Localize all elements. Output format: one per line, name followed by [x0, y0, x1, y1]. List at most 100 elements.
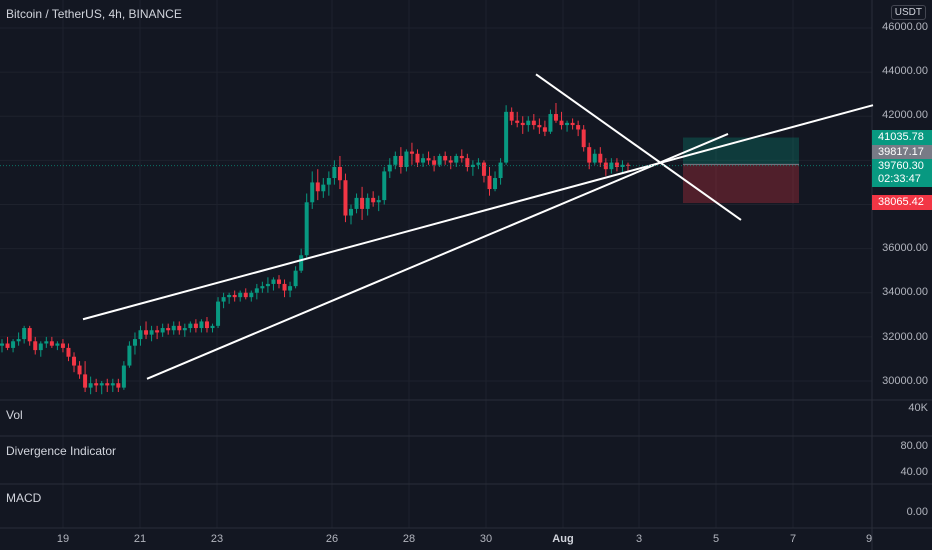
- candle-body: [254, 288, 259, 293]
- candle-body: [160, 328, 165, 333]
- candle-body: [326, 178, 331, 185]
- candle-down: [520, 116, 525, 134]
- candle-body: [94, 383, 99, 386]
- candle-down: [360, 186, 365, 220]
- candle-up: [127, 341, 132, 368]
- candle-body: [432, 160, 437, 165]
- time-tick: 7: [789, 533, 797, 545]
- candle-body: [155, 330, 160, 333]
- macd-pane-label[interactable]: MACD: [6, 491, 42, 505]
- candle-up: [387, 158, 392, 179]
- candle-body: [443, 155, 448, 161]
- candle-down: [487, 166, 492, 196]
- candle-body: [243, 292, 248, 298]
- candle-body: [542, 127, 547, 132]
- candle-up: [249, 290, 254, 302]
- candle-body: [371, 197, 376, 203]
- candle-up: [55, 341, 60, 351]
- candle-body: [609, 162, 614, 170]
- candle-down: [144, 321, 149, 340]
- candle-down: [27, 325, 32, 346]
- candle-body: [360, 197, 365, 209]
- candle-body: [382, 171, 387, 201]
- candle-down: [60, 339, 65, 353]
- time-tick: 5: [712, 533, 720, 545]
- candle-down: [315, 169, 320, 201]
- candle-down: [465, 153, 470, 172]
- candle-up: [548, 109, 553, 134]
- candle-body: [498, 162, 503, 179]
- volume-pane-label[interactable]: Vol: [6, 408, 23, 422]
- candle-body: [121, 365, 126, 388]
- time-tick: 3: [635, 533, 643, 545]
- candle-up: [221, 292, 226, 309]
- candle-body: [177, 325, 182, 331]
- candle-down: [66, 343, 71, 362]
- candle-body: [598, 153, 603, 163]
- candle-body: [620, 164, 625, 167]
- candle-up: [88, 376, 93, 395]
- symbol-title[interactable]: Bitcoin / TetherUS, 4h, BINANCE: [6, 7, 182, 21]
- candle-down: [587, 142, 592, 170]
- candle-body: [227, 294, 232, 298]
- currency-label[interactable]: USDT: [890, 5, 926, 20]
- candle-body: [614, 162, 619, 167]
- candle-up: [393, 151, 398, 170]
- candle-body: [138, 330, 143, 340]
- candle-down: [531, 114, 536, 130]
- candle-body: [171, 325, 176, 331]
- candle-body: [99, 383, 104, 386]
- candle-body: [166, 328, 171, 331]
- candle-body: [193, 323, 198, 329]
- candle-body: [520, 122, 525, 126]
- candle-body: [576, 125, 581, 130]
- candle-body: [22, 328, 27, 340]
- candle-body: [11, 341, 16, 348]
- candle-up: [99, 381, 104, 395]
- volume-scale-tick: 40K: [908, 402, 928, 414]
- candle-down: [515, 111, 520, 128]
- candle-down: [94, 378, 99, 393]
- candle-down: [409, 142, 414, 165]
- candle-body: [454, 155, 459, 163]
- candle-down: [553, 103, 558, 123]
- candle-body: [493, 178, 498, 190]
- candle-body: [310, 182, 315, 203]
- target-price-badge: 41035.78: [872, 130, 932, 145]
- candle-up: [160, 323, 165, 337]
- candle-body: [282, 283, 287, 291]
- divergence-pane-label[interactable]: Divergence Indicator: [6, 444, 117, 458]
- candle-body: [398, 155, 403, 167]
- candle-down: [576, 120, 581, 137]
- macd-tick: 0.00: [906, 506, 928, 518]
- candle-body: [404, 151, 409, 167]
- last-price-value: 39760.30: [878, 160, 924, 172]
- long-position-tool: [683, 137, 799, 204]
- candle-body: [337, 166, 342, 181]
- candle-body: [260, 286, 265, 289]
- candle-down: [415, 149, 420, 167]
- candle-up: [609, 158, 614, 174]
- candle-body: [66, 347, 71, 357]
- candle-body: [210, 325, 215, 329]
- candle-down: [33, 336, 38, 355]
- candle-up: [376, 195, 381, 212]
- candle-up: [199, 319, 204, 333]
- time-tick: 19: [56, 533, 70, 545]
- candle-down: [177, 321, 182, 335]
- candle-body: [592, 153, 597, 163]
- price-tick: 34000.00: [882, 286, 928, 298]
- candle-up: [476, 158, 481, 170]
- candle-up: [592, 149, 597, 165]
- candle-body: [354, 197, 359, 209]
- candle-down: [542, 120, 547, 137]
- candle-body: [132, 339, 137, 346]
- candle-body: [299, 255, 304, 271]
- candle-body: [437, 155, 442, 165]
- candle-up: [254, 283, 259, 300]
- candle-down: [614, 158, 619, 172]
- candle-body: [504, 111, 509, 163]
- candle-body: [232, 294, 237, 298]
